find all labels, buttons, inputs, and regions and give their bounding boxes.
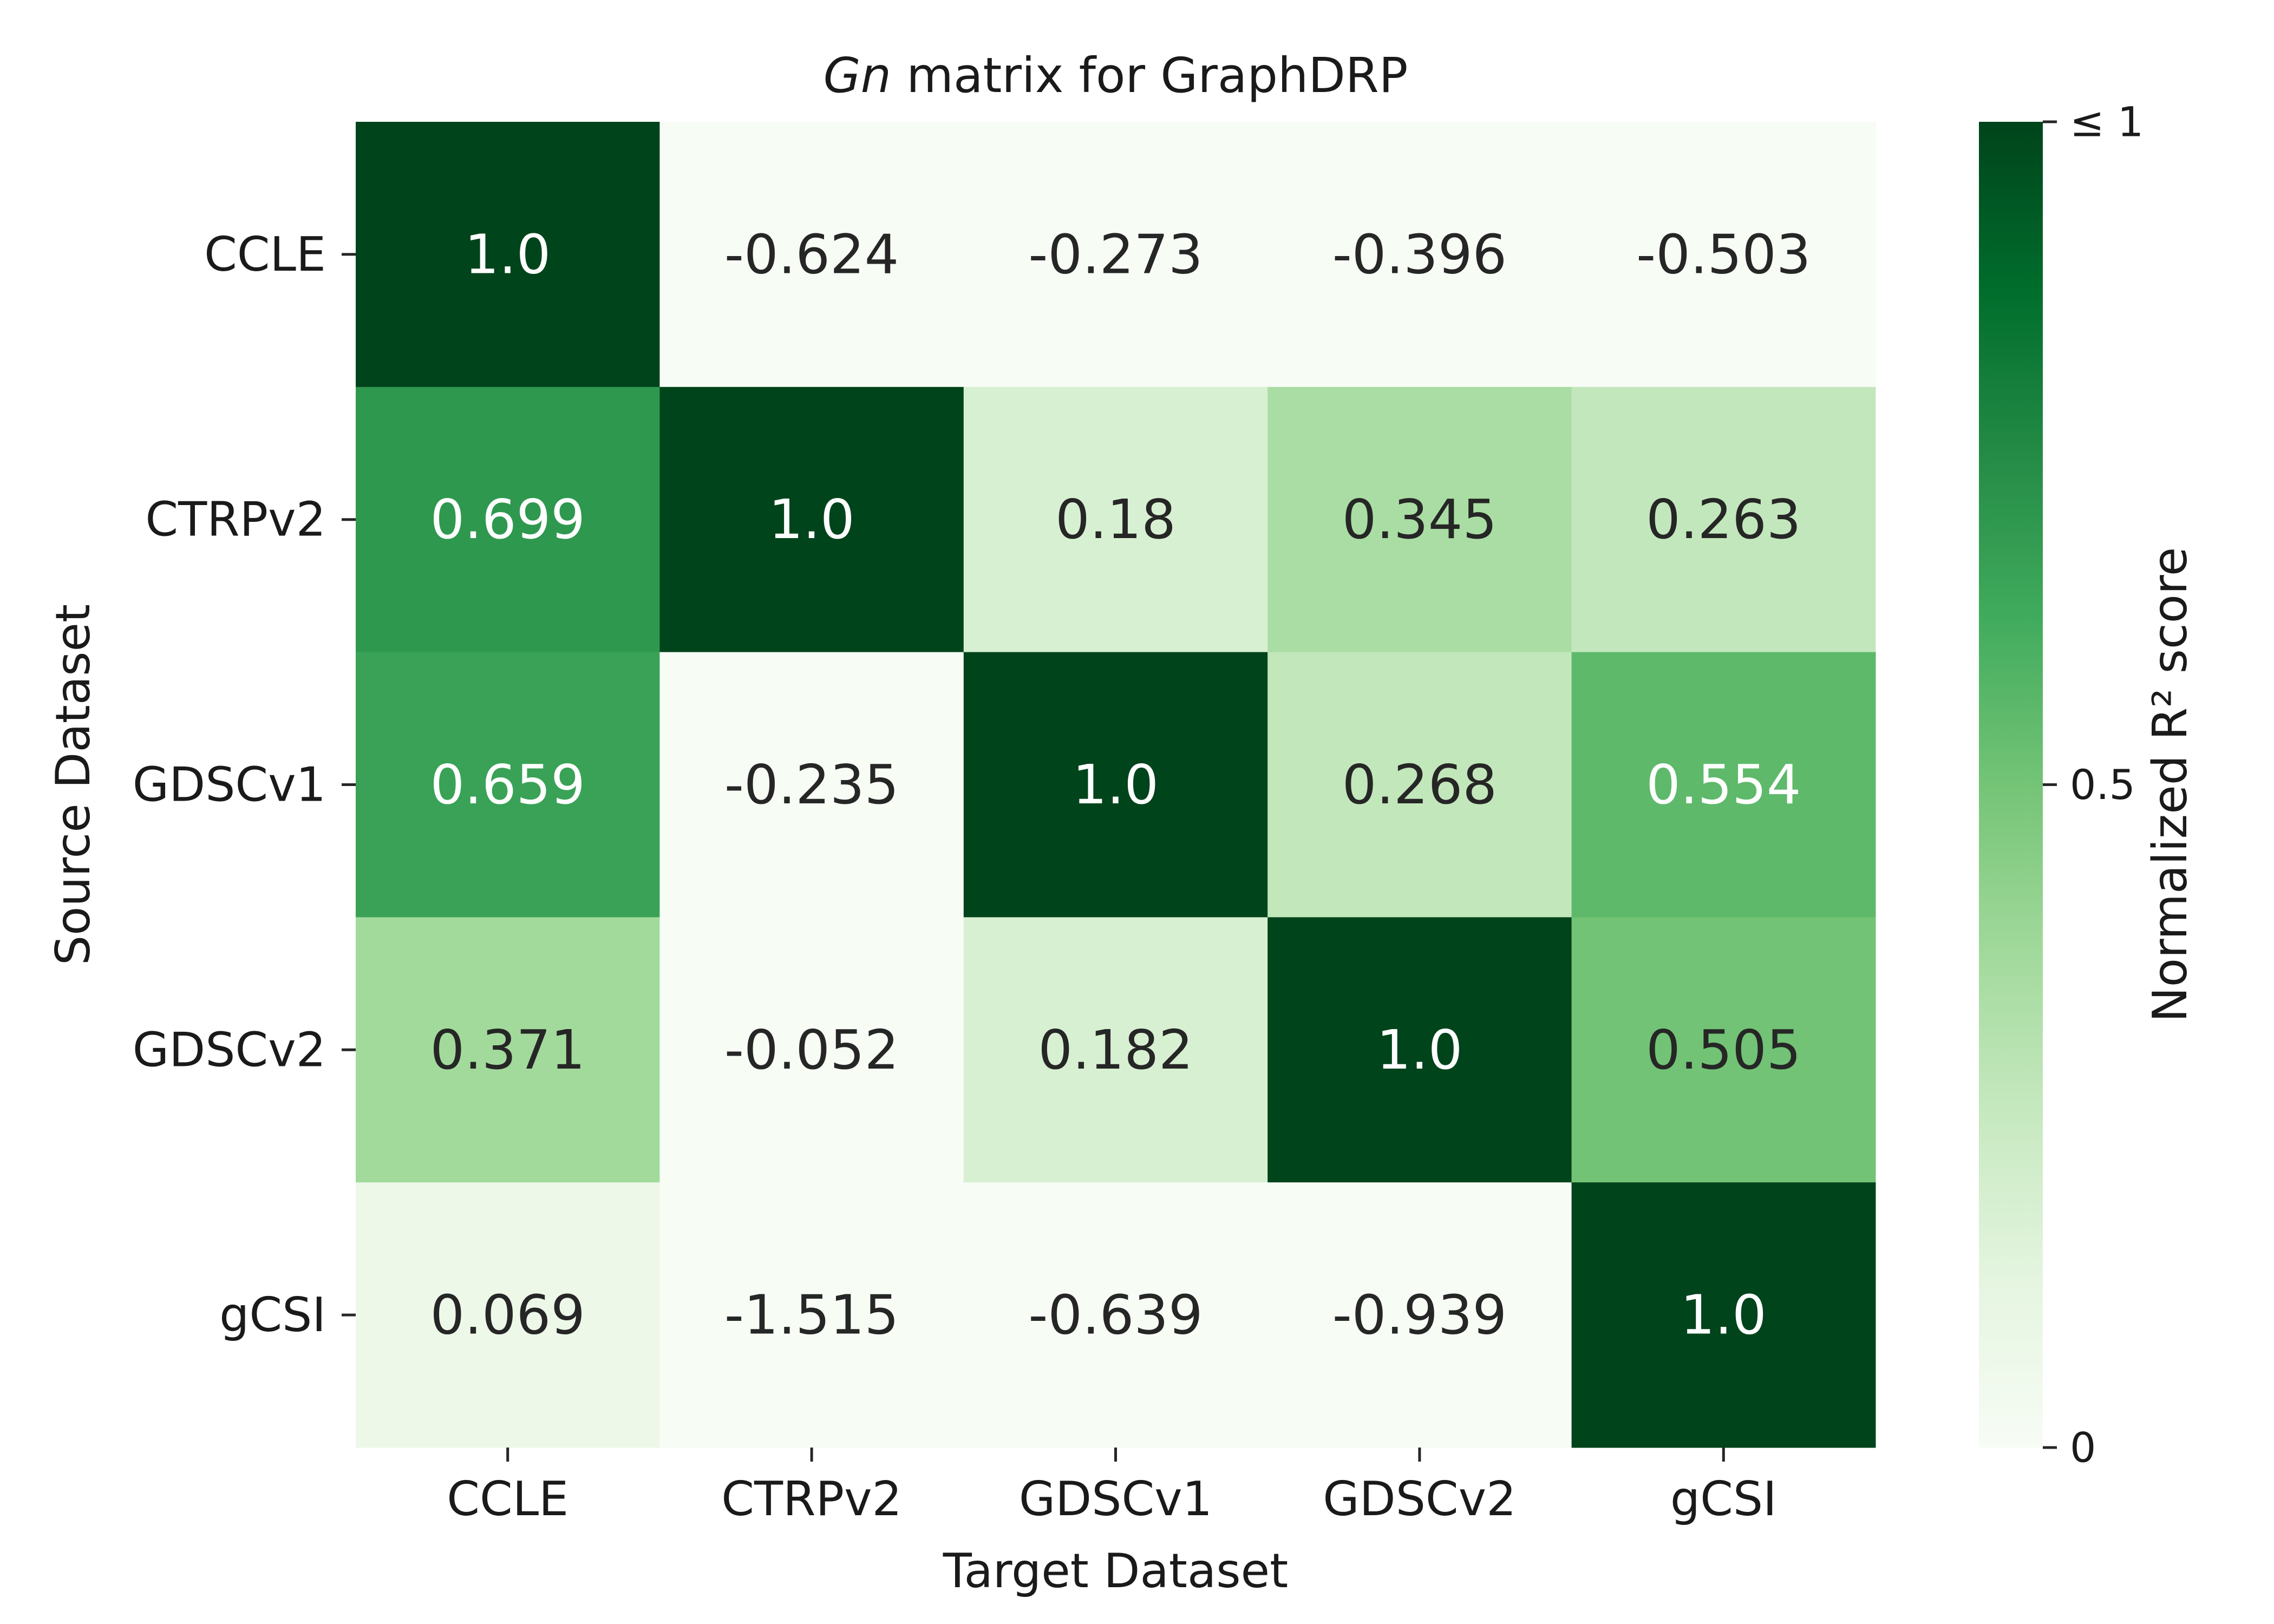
heatmap-cell [1267, 917, 1572, 1183]
cell-value-label: 0.699 [430, 488, 585, 551]
heatmap-cell [356, 917, 660, 1183]
cell-value-label: -1.515 [724, 1284, 899, 1347]
heatmap-cell [659, 917, 964, 1183]
cell-value-label: 0.268 [1342, 753, 1497, 816]
cell-value-label: 0.069 [430, 1284, 585, 1347]
cell-value-label: -0.273 [1028, 222, 1203, 286]
chart-title-rest: matrix for GraphDRP [891, 47, 1408, 103]
y-tick-label: CTRPv2 [145, 492, 326, 547]
heatmap-cell [1267, 122, 1572, 388]
heatmap-cell [659, 652, 964, 918]
colorbar-tick-label: 0 [2070, 1424, 2096, 1472]
heatmap-cell [963, 917, 1268, 1183]
cell-value-label: -0.052 [724, 1018, 899, 1082]
heatmap-cell [356, 387, 660, 653]
cell-value-label: 1.0 [1681, 1284, 1767, 1347]
chart-title-italic: Gn [824, 47, 891, 103]
heatmap-cell [1267, 387, 1572, 653]
cell-value-label: 0.505 [1646, 1018, 1801, 1082]
colorbar-tick-label: ≤ 1 [2070, 98, 2144, 146]
x-axis-label: Target Dataset [943, 1543, 1289, 1599]
y-tick-label: gCSI [219, 1287, 326, 1343]
heatmap-cell [1571, 1182, 1876, 1448]
cell-value-label: 0.659 [430, 753, 585, 816]
heatmap-cell [1571, 652, 1876, 918]
cell-value-label: 0.263 [1646, 488, 1801, 551]
cell-value-label: -0.639 [1028, 1284, 1203, 1347]
y-tick-label: GDSCv2 [133, 1022, 326, 1077]
cell-value-label: 1.0 [769, 488, 855, 551]
cell-value-label: -0.624 [724, 222, 899, 286]
cell-value-label: -0.503 [1636, 222, 1811, 286]
cell-value-label: -0.396 [1332, 222, 1507, 286]
cell-value-label: 1.0 [1376, 1018, 1462, 1082]
heatmap-cell [659, 122, 964, 388]
cell-value-label: -0.939 [1332, 1284, 1507, 1347]
cell-value-label: 0.345 [1342, 488, 1497, 551]
x-tick-label: gCSI [1670, 1471, 1777, 1527]
cell-value-label: 1.0 [465, 222, 551, 286]
heatmap-cell [963, 122, 1268, 388]
x-tick-label: GDSCv2 [1323, 1471, 1516, 1527]
chart-title: Gn matrix for GraphDRP [824, 47, 1408, 103]
y-tick-label: CCLE [204, 227, 326, 282]
cell-value-label: 0.371 [430, 1018, 585, 1082]
x-tick-label: CCLE [447, 1471, 568, 1527]
x-tick-label: GDSCv1 [1019, 1471, 1212, 1527]
heatmap-cell [963, 387, 1268, 653]
cell-value-label: 0.182 [1038, 1018, 1193, 1082]
heatmap-cell [963, 1182, 1268, 1448]
cell-value-label: 1.0 [1073, 753, 1159, 816]
heatmap-cells: 1.0 -0.624 -0.273 -0.396 -0.503 0.699 1.0 0.18 0… [356, 122, 1876, 1448]
heatmap-cell [1571, 917, 1876, 1183]
heatmap-cell [1571, 387, 1876, 653]
cell-value-label: 0.18 [1055, 488, 1176, 551]
heatmap-cell [1571, 122, 1876, 388]
cell-value-label: 0.554 [1646, 753, 1801, 816]
cell-value-label: -0.235 [724, 753, 899, 816]
x-tick-label: CTRPv2 [721, 1471, 902, 1527]
heatmap-cell [356, 122, 660, 388]
heatmap-cell [659, 1182, 964, 1448]
heatmap-cell [963, 652, 1268, 918]
heatmap-cell [356, 652, 660, 918]
colorbar [1979, 122, 2043, 1448]
colorbar-ticks: ≤ 1 0.5 0 [2043, 98, 2144, 1472]
heatmap-cell [1267, 1182, 1572, 1448]
heatmap-cell [659, 387, 964, 653]
colorbar-label: Normalized R² score [2142, 547, 2198, 1023]
colorbar-tick-label: 0.5 [2070, 761, 2135, 809]
y-tick-label: GDSCv1 [133, 757, 326, 813]
axis-ticks: CCLE CTRPv2 GDSCv1 GDSCv2 gCSI CCLE CTRPv2 GDSC… [133, 227, 1777, 1527]
y-axis-label: Source Dataset [45, 604, 101, 965]
heatmap-cell [1267, 652, 1572, 918]
heatmap-cell [356, 1182, 660, 1448]
